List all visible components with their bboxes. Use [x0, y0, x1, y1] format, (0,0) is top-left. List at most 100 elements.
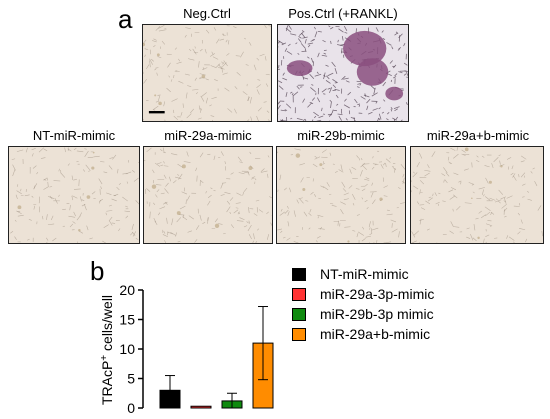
- cell-mark: [220, 194, 225, 196]
- cell-mark: [177, 241, 181, 243]
- cell-mark: [267, 119, 270, 121]
- cell-mark: [344, 31, 348, 34]
- cell-mark: [323, 72, 326, 80]
- cell-mark: [166, 87, 171, 93]
- cell-mark: [86, 225, 89, 231]
- cell-mark: [314, 156, 321, 160]
- cell-mark: [31, 148, 36, 151]
- cell-mark: [151, 58, 154, 62]
- cell-mark: [76, 150, 84, 153]
- cell-mark: [506, 157, 512, 160]
- cell-mark: [175, 70, 180, 73]
- cell-mark: [220, 151, 224, 156]
- cell-mark: [458, 180, 462, 183]
- debris-dot: [86, 195, 91, 199]
- cell-mark: [164, 119, 166, 121]
- cell-mark: [370, 85, 376, 90]
- cell-mark: [161, 40, 166, 45]
- cell-mark: [71, 195, 74, 201]
- cell-mark: [24, 194, 30, 197]
- cell-mark: [285, 25, 289, 32]
- cell-mark: [201, 92, 207, 97]
- cell-mark: [287, 221, 290, 227]
- cell-mark: [382, 81, 386, 87]
- caption-neg-ctrl: Neg.Ctrl: [183, 6, 231, 21]
- cell-mark: [14, 236, 17, 240]
- caption-pos-ctrl: Pos.Ctrl (+RANKL): [288, 6, 398, 21]
- cell-mark: [184, 34, 187, 38]
- cell-mark: [149, 60, 151, 68]
- cell-mark: [412, 172, 418, 178]
- cell-mark: [335, 94, 339, 99]
- cell-mark: [300, 177, 304, 183]
- cell-mark: [199, 48, 203, 52]
- cell-mark: [293, 210, 296, 217]
- cell-mark: [194, 77, 197, 81]
- cell-mark: [157, 162, 162, 165]
- cell-mark: [334, 68, 338, 74]
- cell-mark: [312, 38, 315, 41]
- cell-mark: [419, 152, 423, 159]
- cell-mark: [207, 200, 211, 206]
- cell-mark: [309, 209, 312, 213]
- cell-mark: [453, 172, 459, 176]
- cell-mark: [174, 47, 178, 50]
- cell-mark: [211, 51, 214, 55]
- cell-mark: [332, 163, 335, 166]
- cell-mark: [334, 170, 338, 173]
- cell-mark: [424, 169, 431, 172]
- cell-mark: [243, 225, 248, 228]
- cell-mark: [195, 225, 200, 230]
- cell-mark: [245, 64, 249, 66]
- cell-mark: [164, 240, 167, 243]
- cell-mark: [450, 147, 456, 151]
- debris-dot: [154, 94, 157, 97]
- cell-mark: [371, 199, 376, 205]
- cell-mark: [105, 212, 108, 216]
- cell-mark: [64, 147, 66, 153]
- cell-mark: [277, 228, 282, 231]
- micrograph-background: [144, 147, 272, 243]
- cell-mark: [265, 83, 269, 87]
- cell-mark: [312, 163, 318, 168]
- cell-mark: [312, 178, 314, 182]
- cell-mark: [363, 94, 370, 98]
- osteoclast-stain: [286, 60, 313, 76]
- cell-mark: [28, 218, 32, 221]
- micrograph-background: [143, 25, 271, 121]
- cell-mark: [103, 171, 108, 174]
- cell-mark: [466, 227, 470, 230]
- cell-mark: [520, 155, 527, 160]
- cell-mark: [20, 188, 22, 192]
- cell-mark: [461, 149, 466, 153]
- cell-mark: [213, 155, 216, 161]
- cell-mark: [393, 64, 397, 69]
- cell-mark: [248, 220, 251, 224]
- cell-mark: [397, 48, 401, 51]
- cell-mark: [166, 217, 168, 224]
- cell-mark: [316, 97, 321, 103]
- cell-mark: [15, 194, 18, 200]
- cell-mark: [490, 212, 493, 216]
- cell-mark: [447, 156, 450, 161]
- cell-mark: [527, 191, 530, 193]
- cell-mark: [285, 92, 288, 97]
- cell-mark: [199, 152, 204, 158]
- cell-mark: [163, 174, 167, 179]
- cell-mark: [17, 214, 24, 217]
- cell-mark: [450, 221, 454, 227]
- cell-mark: [278, 40, 284, 45]
- cell-mark: [541, 230, 543, 237]
- cell-mark: [428, 196, 432, 198]
- cell-mark: [173, 115, 179, 121]
- legend-label: NT-miR-mimic: [320, 266, 409, 282]
- cell-mark: [352, 202, 355, 206]
- debris-dot: [151, 184, 157, 189]
- cell-mark: [278, 41, 281, 44]
- cell-mark: [212, 56, 219, 60]
- cell-mark: [498, 189, 504, 195]
- cell-mark: [332, 89, 336, 92]
- cell-mark: [320, 185, 325, 188]
- cell-mark: [72, 195, 78, 199]
- cell-mark: [302, 77, 309, 80]
